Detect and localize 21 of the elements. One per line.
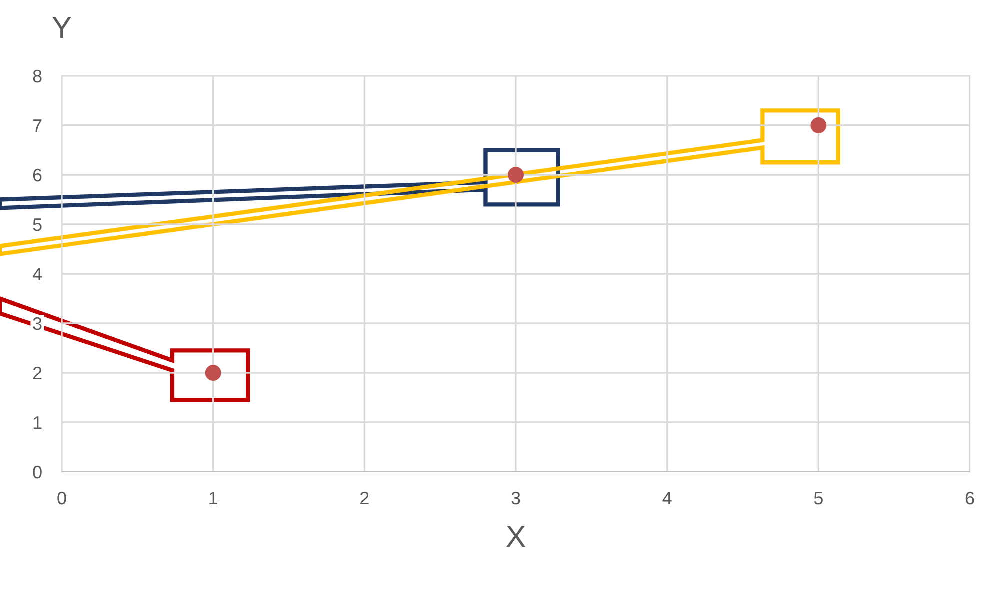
y-tick-label: 4: [32, 268, 42, 281]
y-axis-title: Y: [52, 16, 72, 38]
y-tick-label: 2: [33, 366, 42, 380]
point: [508, 167, 524, 183]
x-tick-label: 1: [210, 492, 218, 505]
x-tick-label: 4: [662, 492, 672, 505]
x-tick-label: 6: [966, 492, 974, 505]
x-tick-label: 3: [512, 492, 520, 505]
x-tick-label: 2: [360, 492, 369, 505]
point: [810, 118, 827, 134]
y-tick-label: 7: [33, 120, 42, 132]
y-tick-label: 1: [34, 416, 42, 430]
point: [205, 365, 222, 381]
x-axis-title: X: [506, 526, 526, 548]
y-tick-label: 3: [33, 317, 42, 330]
x-tick-label: 0: [58, 492, 66, 505]
y-tick-label: 8: [33, 70, 42, 83]
y-tick-label: 0: [33, 466, 42, 479]
y-tick-label: 6: [33, 168, 42, 182]
y-tick-label: 5: [33, 218, 42, 232]
x-tick-label: 5: [814, 492, 823, 505]
